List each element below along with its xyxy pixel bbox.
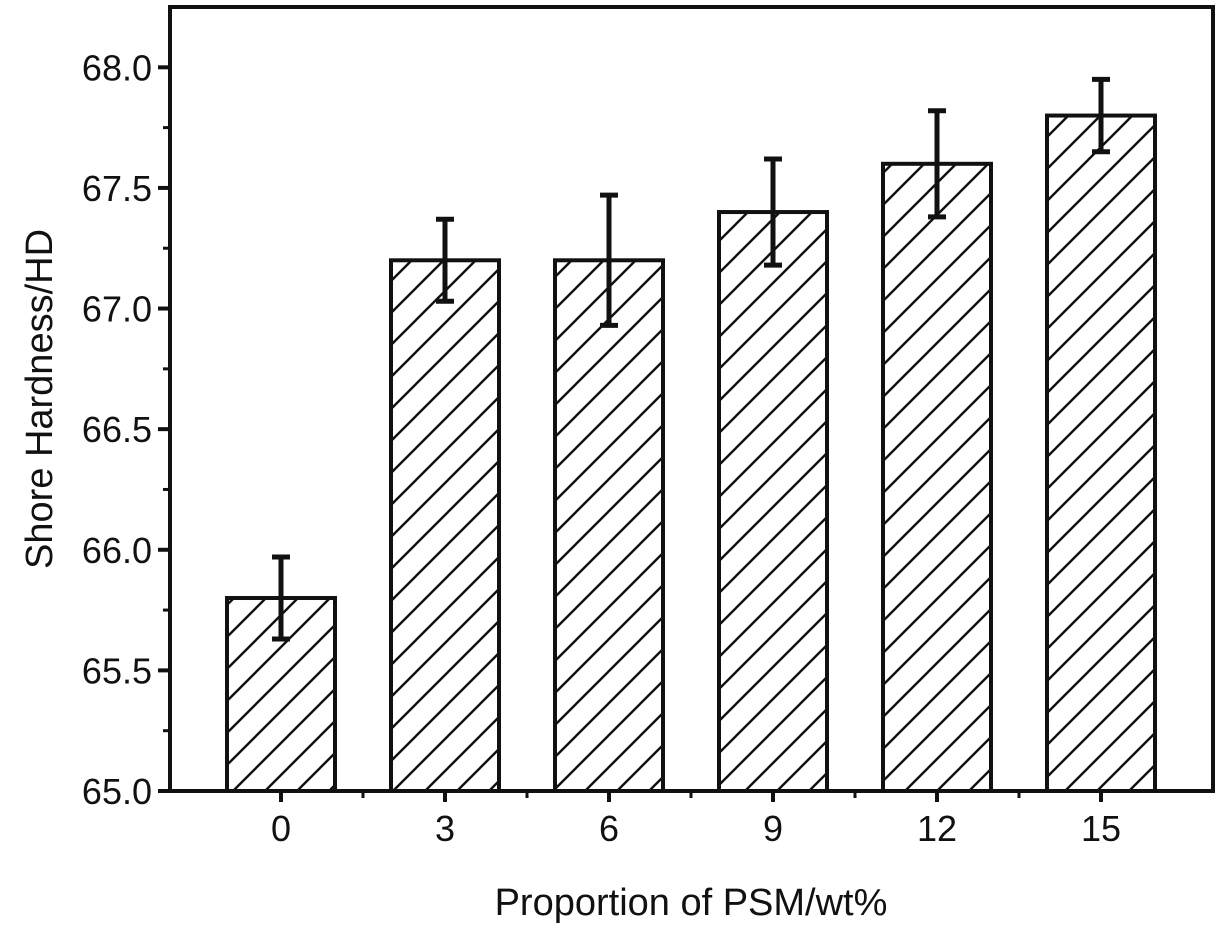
y-tick-label: 67.0 (82, 289, 152, 330)
error-bar-15 (1092, 76, 1110, 155)
x-tick-label: 3 (435, 808, 455, 849)
y-tick-label: 66.0 (82, 530, 152, 571)
x-tick-label: 6 (599, 808, 619, 849)
x-axis: 0 3 6 9 12 15 (271, 791, 1121, 849)
bar-12 (881, 161, 993, 794)
x-tick-label: 12 (917, 808, 957, 849)
x-tick-label: 15 (1081, 808, 1121, 849)
bar-3 (389, 258, 501, 793)
error-bar-3 (436, 216, 454, 304)
x-tick-label: 9 (763, 808, 783, 849)
error-bars-group (272, 76, 1110, 642)
y-tick-label: 65.5 (82, 650, 152, 691)
y-tick-label: 68.0 (82, 47, 152, 88)
bar-15 (1045, 113, 1157, 794)
error-bar-6 (600, 192, 618, 328)
y-axis-title: Shore Hardness/HD (19, 229, 61, 569)
error-bar-12 (928, 108, 946, 220)
x-axis-title: Proportion of PSM/wt% (495, 882, 888, 924)
y-axis: 65.0 65.5 66.0 66.5 67.0 67.5 68.0 (82, 47, 170, 812)
error-bar-9 (764, 156, 782, 268)
bar-9 (717, 210, 829, 794)
y-tick-label: 65.0 (82, 771, 152, 812)
y-tick-label: 66.5 (82, 409, 152, 450)
error-bar-0 (272, 554, 290, 642)
bar-6 (553, 258, 665, 793)
bars-group (225, 113, 1157, 794)
y-tick-label: 67.5 (82, 168, 152, 209)
x-tick-label: 0 (271, 808, 291, 849)
